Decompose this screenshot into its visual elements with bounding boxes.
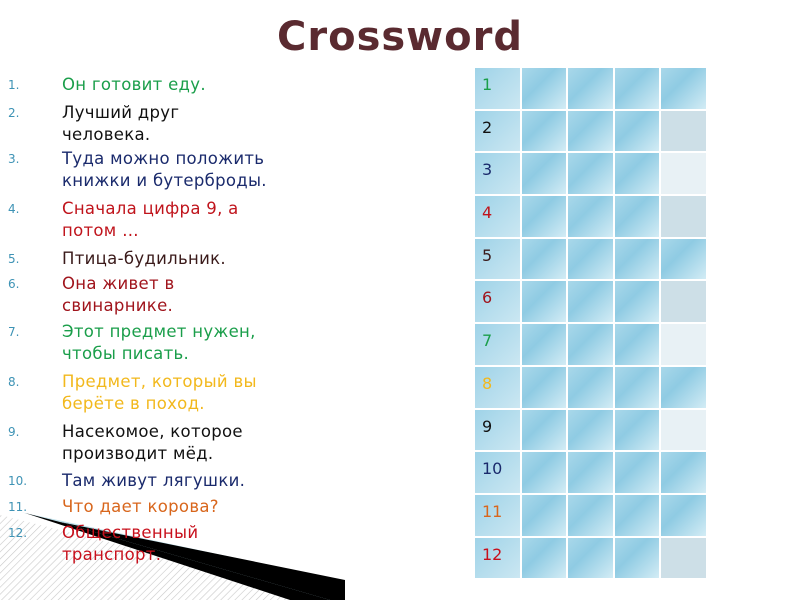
clue-text: Что дает корова? [62, 497, 219, 516]
grid-label-cell: 9 [475, 409, 520, 451]
grid-cell[interactable] [521, 324, 567, 365]
row-number: 3 [482, 160, 493, 180]
clue-number: 12. [8, 526, 28, 540]
clue-number: 3. [8, 152, 20, 166]
grid-cell[interactable] [521, 196, 567, 237]
grid-label-cell: 8 [475, 366, 520, 408]
grid-cell[interactable] [521, 452, 567, 493]
grid-cell[interactable] [521, 153, 567, 195]
grid-label-cell: 6 [475, 281, 520, 323]
clue-number: 5. [8, 252, 20, 266]
row-number: 6 [482, 288, 493, 308]
grid-label-cell: 7 [475, 324, 520, 365]
grid-cell[interactable] [568, 324, 613, 365]
grid-cell[interactable] [614, 196, 660, 237]
grid-cell[interactable] [614, 238, 660, 280]
row-number: 2 [482, 117, 493, 137]
row-number: 8 [482, 373, 493, 393]
clue-text: Она живет в свинарнике. [62, 274, 175, 315]
clue-number: 4. [8, 202, 20, 216]
grid-cell[interactable] [614, 366, 660, 408]
grid-cell[interactable] [521, 238, 567, 280]
grid-cell[interactable] [661, 409, 706, 451]
grid-cell[interactable] [521, 537, 567, 579]
clue-text: Он готовит еду. [62, 75, 206, 94]
grid-cell[interactable] [568, 110, 613, 152]
grid-cell[interactable] [568, 494, 613, 536]
clue-text: Туда можно положить книжки и бутерброды. [62, 149, 267, 190]
row-number: 7 [482, 331, 493, 351]
grid-cell[interactable] [661, 494, 706, 536]
grid-cell[interactable] [614, 110, 660, 152]
row-number: 4 [482, 203, 493, 223]
clue-text: Там живут лягушки. [62, 471, 246, 490]
clue-number: 9. [8, 425, 20, 439]
grid-cell[interactable] [661, 238, 706, 280]
row-number: 10 [482, 459, 503, 479]
crossword-grid: 1 2 3 4 5 6 7 8 9 10 11 12 [475, 68, 706, 579]
grid-cell[interactable] [661, 281, 706, 323]
grid-cell[interactable] [568, 68, 613, 109]
row-number: 1 [482, 75, 493, 94]
grid-cell[interactable] [661, 452, 706, 493]
grid-cell[interactable] [521, 494, 567, 536]
grid-cell[interactable] [568, 452, 613, 493]
row-number: 9 [482, 416, 493, 436]
grid-cell[interactable] [521, 110, 567, 152]
grid-label-cell: 5 [475, 238, 520, 280]
grid-label-cell: 4 [475, 196, 520, 237]
grid-cell[interactable] [568, 281, 613, 323]
clue-text: Этот предмет нужен, чтобы писать. [62, 322, 256, 363]
clue-number: 2. [8, 106, 20, 120]
grid-cell[interactable] [661, 366, 706, 408]
grid-cell[interactable] [661, 68, 706, 109]
clue-number: 6. [8, 277, 20, 291]
grid-cell[interactable] [521, 281, 567, 323]
grid-label-cell: 12 [475, 537, 520, 579]
grid-cell[interactable] [521, 366, 567, 408]
clue-text: Насекомое, которое производит мёд. [62, 422, 243, 463]
grid-label-cell: 3 [475, 153, 520, 195]
clue-text: Птица-будильник. [62, 249, 226, 268]
page-title: Crossword [277, 14, 523, 60]
row-number: 12 [482, 544, 503, 564]
grid-cell[interactable] [614, 324, 660, 365]
grid-cell[interactable] [521, 409, 567, 451]
grid-cell[interactable] [661, 153, 706, 195]
grid-label-cell: 1 [475, 68, 520, 109]
clue-number: 7. [8, 325, 20, 339]
grid-cell[interactable] [568, 366, 613, 408]
grid-cell[interactable] [661, 196, 706, 237]
clue-number: 10. [8, 474, 28, 488]
grid-cell[interactable] [614, 68, 660, 109]
grid-cell[interactable] [568, 409, 613, 451]
grid-cell[interactable] [568, 537, 613, 579]
clue-text: Сначала цифра 9, а потом … [62, 199, 239, 240]
grid-cell[interactable] [614, 409, 660, 451]
grid-cell[interactable] [568, 238, 613, 280]
grid-cell[interactable] [661, 537, 706, 579]
clue-number: 8. [8, 375, 20, 389]
grid-cell[interactable] [568, 196, 613, 237]
clue-number: 11. [8, 500, 28, 514]
grid-label-cell: 11 [475, 494, 520, 536]
grid-cell[interactable] [521, 68, 567, 109]
grid-cell[interactable] [614, 452, 660, 493]
grid-cell[interactable] [614, 494, 660, 536]
grid-label-cell: 2 [475, 110, 520, 152]
row-number: 5 [482, 245, 493, 265]
row-number: 11 [482, 501, 503, 521]
grid-cell[interactable] [614, 537, 660, 579]
clue-text: Общественный транспорт. [62, 523, 199, 564]
grid-cell[interactable] [614, 281, 660, 323]
clue-text: Предмет, который вы берёте в поход. [62, 372, 257, 413]
grid-cell[interactable] [614, 153, 660, 195]
grid-cell[interactable] [661, 324, 706, 365]
clue-number: 1. [8, 78, 20, 92]
grid-cell[interactable] [568, 153, 613, 195]
grid-cell[interactable] [661, 110, 706, 152]
grid-label-cell: 10 [475, 452, 520, 493]
clue-text: Лучший друг человека. [62, 103, 180, 144]
